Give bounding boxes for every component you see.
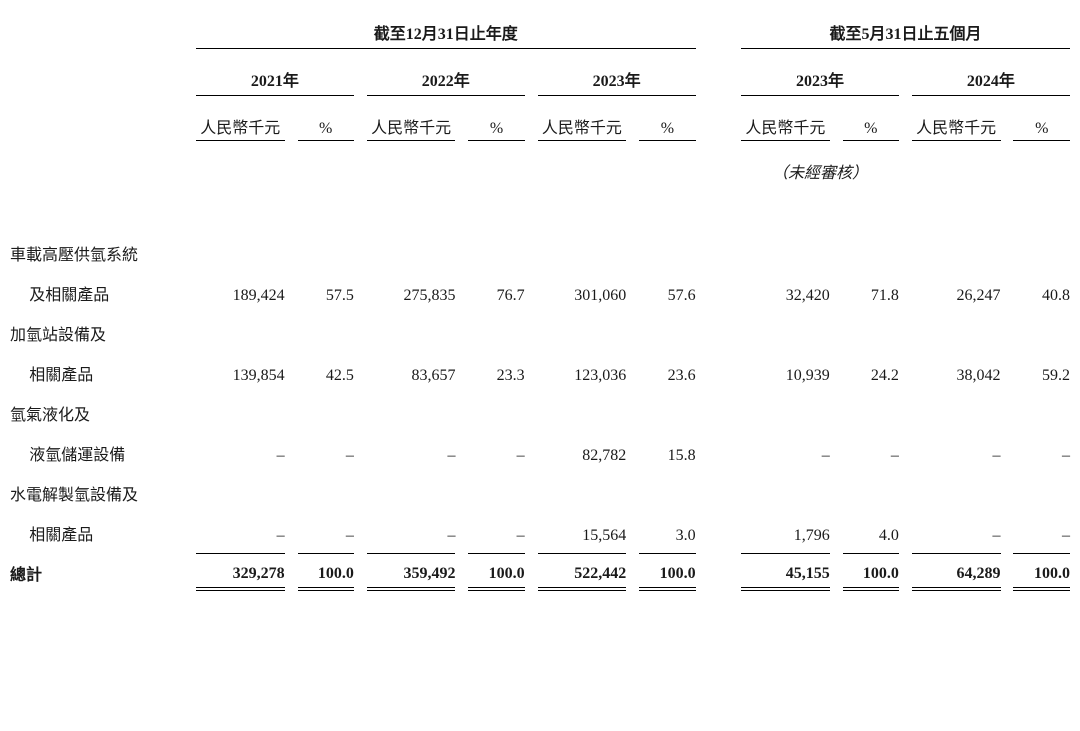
row-vehicle-h2-line2: 及相關產品 189,424 57.5 275,835 76.7 301,060 57.… (10, 273, 1070, 313)
r1c2v: 275,835 (367, 273, 456, 313)
year-2022: 2022年 (367, 67, 525, 96)
row1-label-b: 及相關產品 (10, 273, 183, 313)
financial-table: 截至12月31日止年度 截至5月31日止五個月 2021年 2022年 2023… (10, 20, 1070, 591)
row-liquefaction-line1: 氫氣液化及 (10, 393, 1070, 433)
r2c3v: 123,036 (538, 353, 627, 393)
tc1v: 329,278 (196, 553, 285, 589)
pct-2024: % (1013, 114, 1070, 141)
row-electrolysis-line2: 相關產品 –– –– 15,5643.0 1,7964.0 –– (10, 513, 1070, 553)
row-station-line2: 相關產品 139,85442.5 83,65723.3 123,03623.6 … (10, 353, 1070, 393)
r4c5p: – (1013, 513, 1070, 553)
tc2p: 100.0 (468, 553, 524, 589)
row1-label-a: 車載高壓供氫系統 (10, 233, 183, 273)
r2c4p: 24.2 (843, 353, 899, 393)
r1c5v: 26,247 (912, 273, 1001, 313)
row-liquefaction-line2: 液氫儲運設備 –– –– 82,78215.8 –– –– (10, 433, 1070, 473)
r4c3p: 3.0 (639, 513, 695, 553)
period-b-header: 截至5月31日止五個月 (741, 20, 1070, 49)
r2c5v: 38,042 (912, 353, 1001, 393)
r3c3p: 15.8 (639, 433, 695, 473)
tc4p: 100.0 (843, 553, 899, 589)
total-row: 總計 329,278 100.0 359,492 100.0 522,442 100.… (10, 553, 1070, 589)
r2c5p: 59.2 (1013, 353, 1070, 393)
pct-2022: % (468, 114, 524, 141)
r1c1v: 189,424 (196, 273, 285, 313)
r4c2v: – (367, 513, 456, 553)
unit-2022: 人民幣千元 (367, 114, 456, 141)
row2-label-a: 加氫站設備及 (10, 313, 183, 353)
r2c1v: 139,854 (196, 353, 285, 393)
tc1p: 100.0 (298, 553, 354, 589)
period-header-row: 截至12月31日止年度 截至5月31日止五個月 (10, 20, 1070, 49)
year-2024: 2024年 (912, 67, 1070, 96)
r3c2v: – (367, 433, 456, 473)
r1c2p: 76.7 (468, 273, 524, 313)
pct-2021: % (298, 114, 354, 141)
unit-2021: 人民幣千元 (196, 114, 285, 141)
row-station-line1: 加氫站設備及 (10, 313, 1070, 353)
r3c1v: – (196, 433, 285, 473)
r1c3v: 301,060 (538, 273, 627, 313)
r2c2p: 23.3 (468, 353, 524, 393)
r3c5v: – (912, 433, 1001, 473)
r2c3p: 23.6 (639, 353, 695, 393)
row-vehicle-h2-line1: 車載高壓供氫系統 (10, 233, 1070, 273)
tc5v: 64,289 (912, 553, 1001, 589)
row2-label-b: 相關產品 (10, 353, 183, 393)
r1c5p: 40.8 (1013, 273, 1070, 313)
row4-label-b: 相關產品 (10, 513, 183, 553)
r3c4p: – (843, 433, 899, 473)
row3-label-b: 液氫儲運設備 (10, 433, 183, 473)
tc5p: 100.0 (1013, 553, 1070, 589)
r2c4v: 10,939 (741, 353, 830, 393)
r2c2v: 83,657 (367, 353, 456, 393)
row4-label-a: 水電解製氫設備及 (10, 473, 183, 513)
tc2v: 359,492 (367, 553, 456, 589)
r3c4v: – (741, 433, 830, 473)
pct-2023: % (639, 114, 695, 141)
row3-label-a: 氫氣液化及 (10, 393, 183, 433)
r4c4p: 4.0 (843, 513, 899, 553)
r4c2p: – (468, 513, 524, 553)
r3c3v: 82,782 (538, 433, 627, 473)
r4c1p: – (298, 513, 354, 553)
unit-2023: 人民幣千元 (538, 114, 627, 141)
r4c5v: – (912, 513, 1001, 553)
r3c1p: – (298, 433, 354, 473)
unit-2024: 人民幣千元 (912, 114, 1001, 141)
tc3p: 100.0 (639, 553, 695, 589)
tc4v: 45,155 (741, 553, 830, 589)
year-2023: 2023年 (538, 67, 696, 96)
unit-2023b: 人民幣千元 (741, 114, 830, 141)
r2c1p: 42.5 (298, 353, 354, 393)
year-2023b: 2023年 (741, 67, 899, 96)
r4c3v: 15,564 (538, 513, 627, 553)
period-a-header: 截至12月31日止年度 (196, 20, 696, 49)
unaudited-label: （未經審核） (741, 159, 899, 183)
unaudited-row: （未經審核） (10, 159, 1070, 183)
year-2021: 2021年 (196, 67, 354, 96)
total-label: 總計 (10, 553, 183, 589)
r4c4v: 1,796 (741, 513, 830, 553)
r3c2p: – (468, 433, 524, 473)
r4c1v: – (196, 513, 285, 553)
r3c5p: – (1013, 433, 1070, 473)
pct-2023b: % (843, 114, 899, 141)
r1c1p: 57.5 (298, 273, 354, 313)
row-electrolysis-line1: 水電解製氫設備及 (10, 473, 1070, 513)
r1c4v: 32,420 (741, 273, 830, 313)
r1c3p: 57.6 (639, 273, 695, 313)
unit-header-row: 人民幣千元% 人民幣千元% 人民幣千元% 人民幣千元% 人民幣千元% (10, 114, 1070, 141)
tc3v: 522,442 (538, 553, 627, 589)
year-header-row: 2021年 2022年 2023年 2023年 2024年 (10, 67, 1070, 96)
r1c4p: 71.8 (843, 273, 899, 313)
